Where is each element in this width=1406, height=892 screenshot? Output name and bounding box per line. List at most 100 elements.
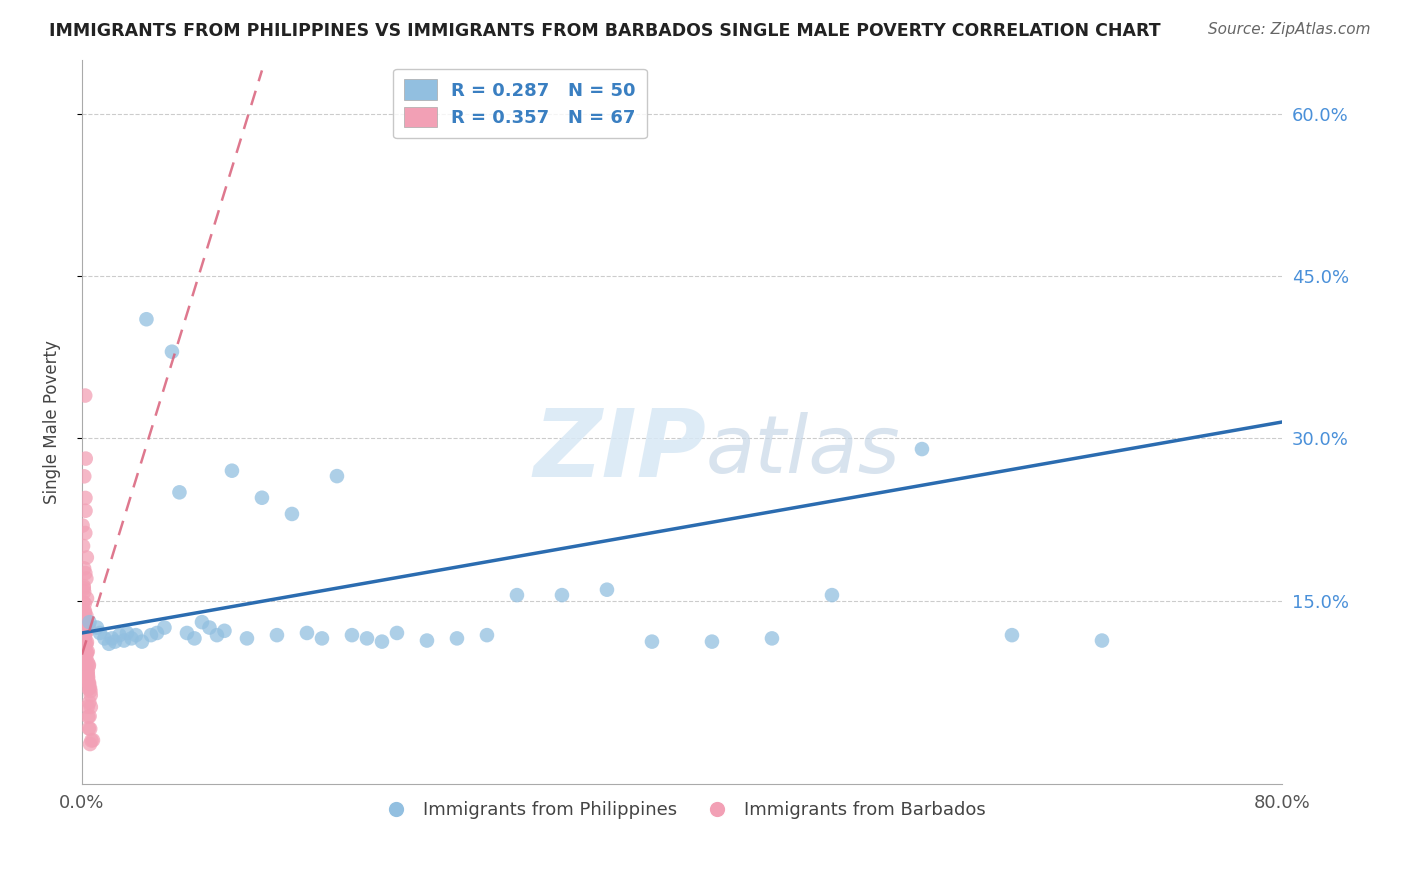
Point: [80, 688, 103, 702]
Text: IMMIGRANTS FROM PHILIPPINES VS IMMIGRANTS FROM BARBADOS SINGLE MALE POVERTY CORR: IMMIGRANTS FROM PHILIPPINES VS IMMIGRANT…: [49, 22, 1161, 40]
Point: [80, 733, 103, 747]
Point: [250, 491, 273, 505]
Y-axis label: Single Male Poverty: Single Male Poverty: [44, 340, 60, 504]
Point: [73, 582, 96, 596]
Point: [73, 617, 96, 632]
Point: [641, 634, 664, 648]
Point: [135, 312, 157, 326]
Point: [761, 632, 783, 646]
Point: [75, 572, 97, 586]
Point: [551, 588, 574, 602]
Point: [596, 582, 619, 597]
Point: [82, 733, 104, 747]
Point: [73, 632, 96, 646]
Point: [73, 561, 96, 575]
Point: [77, 722, 100, 736]
Text: ZIP: ZIP: [533, 405, 706, 497]
Point: [125, 628, 148, 642]
Point: [75, 614, 97, 628]
Point: [76, 645, 98, 659]
Point: [73, 585, 96, 599]
Point: [75, 624, 97, 638]
Point: [75, 615, 97, 629]
Point: [76, 646, 98, 660]
Point: [93, 632, 115, 646]
Point: [75, 648, 97, 662]
Point: [446, 632, 468, 646]
Point: [76, 670, 98, 684]
Point: [198, 621, 221, 635]
Point: [75, 566, 97, 580]
Point: [73, 628, 96, 642]
Point: [326, 469, 349, 483]
Point: [112, 633, 135, 648]
Point: [75, 655, 97, 669]
Point: [76, 646, 98, 660]
Point: [76, 624, 98, 639]
Point: [101, 632, 124, 646]
Point: [77, 675, 100, 690]
Point: [80, 700, 103, 714]
Point: [73, 606, 96, 620]
Point: [75, 491, 97, 505]
Point: [75, 451, 97, 466]
Point: [73, 469, 96, 483]
Point: [1091, 633, 1114, 648]
Point: [311, 632, 333, 646]
Point: [146, 626, 169, 640]
Point: [79, 722, 101, 736]
Point: [79, 684, 101, 698]
Point: [115, 626, 138, 640]
Point: [76, 635, 98, 649]
Point: [76, 656, 98, 670]
Point: [72, 539, 94, 553]
Point: [911, 442, 934, 456]
Point: [75, 654, 97, 668]
Point: [75, 650, 97, 665]
Point: [385, 626, 408, 640]
Point: [176, 626, 198, 640]
Point: [76, 699, 98, 714]
Point: [77, 657, 100, 672]
Point: [266, 628, 288, 642]
Point: [221, 464, 243, 478]
Point: [73, 604, 96, 618]
Point: [77, 659, 100, 673]
Point: [821, 588, 844, 602]
Point: [79, 737, 101, 751]
Point: [77, 710, 100, 724]
Point: [79, 681, 101, 695]
Point: [104, 634, 127, 648]
Point: [371, 634, 394, 648]
Point: [77, 669, 100, 683]
Point: [108, 628, 131, 642]
Point: [131, 634, 153, 648]
Point: [169, 485, 191, 500]
Point: [75, 526, 97, 541]
Point: [139, 628, 162, 642]
Point: [76, 666, 98, 681]
Point: [76, 665, 98, 679]
Point: [236, 632, 259, 646]
Point: [75, 620, 97, 634]
Point: [160, 344, 183, 359]
Point: [75, 388, 97, 402]
Point: [75, 504, 97, 518]
Text: atlas: atlas: [706, 412, 901, 490]
Point: [76, 591, 98, 606]
Point: [86, 621, 108, 635]
Point: [183, 632, 205, 646]
Point: [77, 681, 100, 696]
Point: [205, 628, 228, 642]
Point: [77, 620, 100, 634]
Point: [700, 634, 723, 648]
Point: [506, 588, 529, 602]
Point: [89, 626, 111, 640]
Point: [475, 628, 498, 642]
Point: [75, 624, 97, 639]
Legend: Immigrants from Philippines, Immigrants from Barbados: Immigrants from Philippines, Immigrants …: [371, 794, 993, 826]
Point: [97, 637, 120, 651]
Point: [75, 637, 97, 651]
Point: [356, 632, 378, 646]
Point: [295, 626, 318, 640]
